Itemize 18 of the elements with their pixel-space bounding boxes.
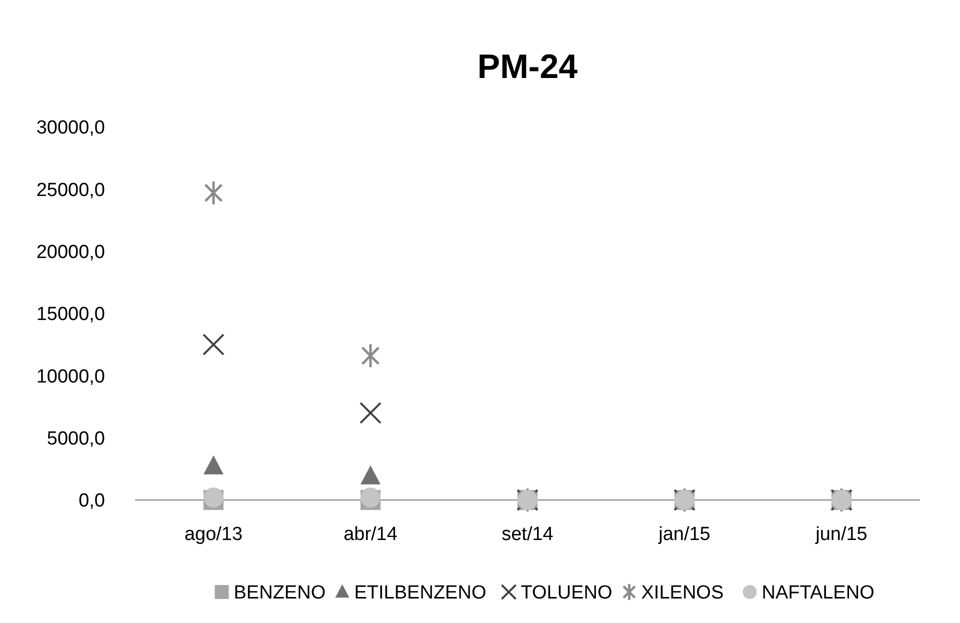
y-tick-label: 30000,0 — [36, 118, 105, 139]
y-tick-label: 10000,0 — [36, 366, 105, 388]
x-tick-label: jan/15 — [658, 524, 710, 545]
y-tick-label: 0,0 — [78, 490, 105, 512]
x-tick-label: abr/14 — [344, 524, 398, 545]
y-tick-label: 25000,0 — [36, 180, 105, 201]
x-tick-label: jun/15 — [814, 524, 868, 545]
legend-label: XILENOS — [641, 582, 724, 604]
legend-label: TOLUENO — [520, 582, 612, 604]
y-tick-label: 15000,0 — [36, 304, 105, 326]
legend-label: NAFTALENO — [762, 582, 874, 604]
legend-label: BENZENO — [234, 582, 326, 604]
x-tick-label: set/14 — [502, 524, 554, 545]
legend-label: ETILBENZENO — [354, 582, 486, 604]
y-tick-label: 5000,0 — [46, 428, 105, 450]
chart-title: PM-24 — [477, 48, 578, 86]
x-tick-label: ago/13 — [184, 524, 243, 545]
y-tick-label: 20000,0 — [36, 242, 105, 263]
